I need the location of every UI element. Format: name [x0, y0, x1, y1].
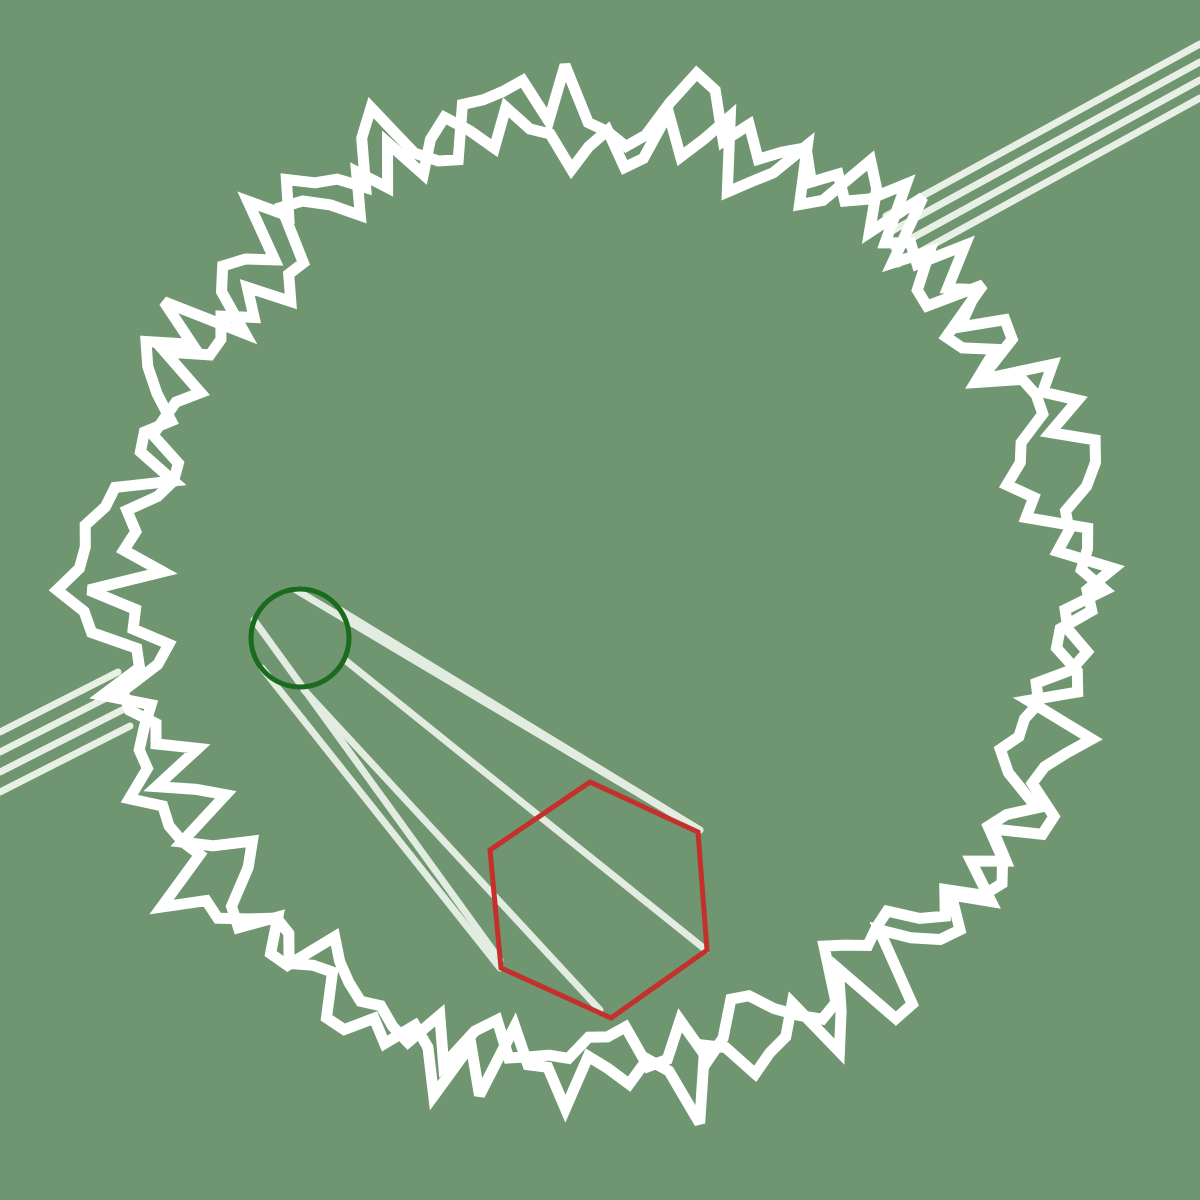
hexagon-target-icon[interactable] — [487, 779, 710, 1021]
rail-track-right — [882, 40, 1200, 268]
light-beams — [250, 586, 710, 1014]
beam — [258, 664, 504, 972]
beam — [341, 656, 710, 954]
beam — [336, 606, 704, 834]
beam — [250, 616, 504, 964]
ring-emitter-icon[interactable] — [248, 586, 352, 690]
jagged-wall-outer — [48, 63, 1125, 1126]
rail-track-left — [0, 668, 134, 796]
jagged-wall-inner — [86, 97, 1115, 1079]
beam — [300, 686, 604, 1014]
